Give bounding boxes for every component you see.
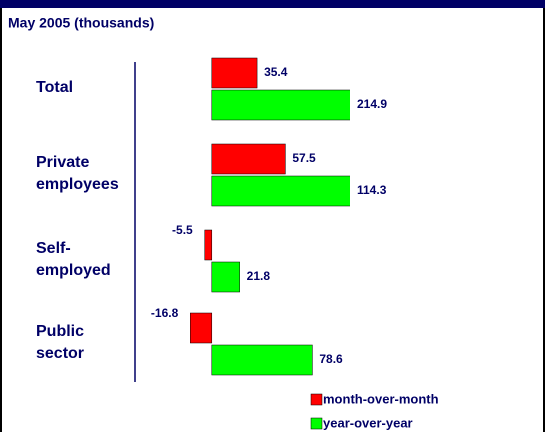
legend-label: month-over-month [323, 391, 439, 406]
subtitle: May 2005 (thousands) [8, 15, 154, 31]
category-label: Self- [36, 240, 71, 257]
bar [190, 312, 213, 344]
bar [211, 261, 240, 293]
legend-swatch [310, 393, 323, 406]
bar [211, 344, 313, 376]
value-label: -16.8 [151, 306, 179, 320]
value-label: 114.3 [357, 183, 387, 197]
bar [211, 89, 350, 121]
bar [211, 57, 258, 89]
legend-swatch [310, 417, 323, 430]
bar [211, 143, 286, 175]
value-label: 57.5 [292, 151, 316, 165]
category-label: Total [36, 79, 73, 96]
category-label: Private [36, 154, 89, 171]
bar [204, 229, 213, 261]
header-band [0, 0, 545, 8]
value-label: 21.8 [247, 269, 271, 283]
value-label: -5.5 [172, 223, 193, 237]
value-label: 214.9 [357, 97, 387, 111]
category-label: Public [36, 323, 84, 340]
plot-area [190, 57, 350, 376]
category-label: sector [36, 345, 84, 362]
value-label: 78.6 [319, 352, 343, 366]
value-label: 35.4 [264, 65, 288, 79]
category-label: employed [36, 262, 111, 279]
category-label: employees [36, 176, 119, 193]
legend-label: year-over-year [323, 415, 413, 430]
bar [211, 175, 350, 207]
